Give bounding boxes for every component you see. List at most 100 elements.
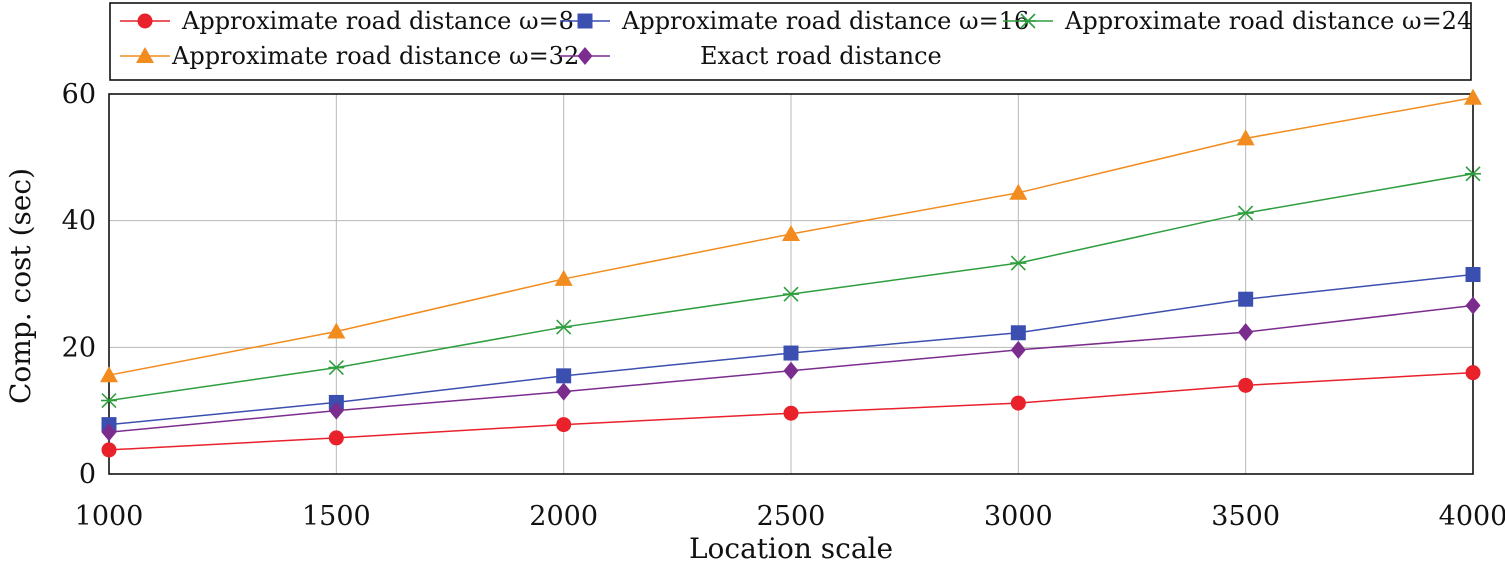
data-point-shape — [328, 430, 344, 446]
data-point-shape — [1238, 323, 1254, 342]
plot-area-frame — [108, 93, 1474, 475]
legend-entry: Exact road distance — [560, 42, 942, 70]
data-point-shape — [100, 366, 118, 383]
data-point-shape — [1238, 291, 1254, 307]
data-point — [328, 430, 344, 446]
data-point-stroke-d2 — [101, 392, 117, 409]
data-point — [1009, 183, 1028, 200]
y-tick-label: 40 — [62, 206, 96, 237]
legend-marker — [577, 47, 593, 65]
legend-marker — [1020, 13, 1036, 29]
data-point — [101, 392, 117, 409]
y-tick-label: 60 — [62, 79, 96, 110]
legend-label: Approximate road distance ω=32 — [171, 42, 579, 70]
data-point — [101, 442, 117, 458]
data-point-stroke-d2 — [328, 360, 344, 376]
legend-label: Approximate road distance ω=8 — [181, 7, 574, 35]
data-point — [1010, 395, 1026, 411]
data-point-shape — [556, 368, 572, 384]
legend-marker — [137, 13, 153, 29]
data-point-shape — [556, 382, 572, 401]
data-point-stroke-d2 — [783, 286, 799, 302]
data-point — [100, 366, 118, 383]
data-point-shape — [1238, 377, 1254, 393]
legend-marker — [136, 47, 154, 63]
data-point — [555, 319, 572, 335]
data-point — [101, 423, 117, 442]
data-point-stroke-d2 — [556, 319, 572, 335]
data-point — [328, 401, 344, 420]
data-point-shape — [1465, 365, 1481, 381]
data-point-shape — [1465, 267, 1481, 282]
data-point — [783, 405, 799, 421]
data-point-stroke-d2 — [1238, 205, 1254, 221]
legend-marker-shape — [577, 13, 593, 29]
data-point — [1238, 291, 1254, 307]
legend-entries: Approximate road distance ω=8 Approximate… — [120, 7, 1472, 70]
x-axis-label: Location scale — [689, 532, 893, 564]
data-point — [1236, 129, 1255, 146]
data-point-stroke-d2 — [1465, 166, 1481, 182]
legend-marker-shape — [136, 47, 154, 63]
legend-marker-shape — [137, 13, 153, 29]
legend-marker — [577, 13, 593, 29]
data-point-shape — [1010, 340, 1026, 359]
data-point — [1464, 88, 1482, 105]
data-point-shape — [556, 417, 572, 433]
data-point-shape — [101, 423, 117, 442]
data-point — [1238, 323, 1254, 342]
data-point-stroke-d2 — [1010, 255, 1026, 271]
data-point-shape — [328, 401, 344, 420]
series-5 — [101, 296, 1481, 442]
legend-label: Approximate road distance ω=24 — [1064, 7, 1472, 35]
data-point — [783, 286, 799, 302]
data-point-shape — [1010, 325, 1026, 341]
data-point — [782, 224, 800, 241]
legend: Approximate road distance ω=8 Approximate… — [109, 2, 1472, 81]
data-point — [328, 360, 345, 376]
data-point-shape — [1464, 88, 1482, 105]
x-tick-label: 3500 — [1211, 501, 1280, 532]
legend-marker-shape — [577, 47, 593, 65]
data-point — [1010, 325, 1026, 341]
data-point-shape — [1465, 296, 1481, 315]
data-point-shape — [782, 224, 800, 241]
legend-label: Approximate road distance ω=16 — [621, 7, 1029, 35]
x-tick-label: 2000 — [529, 501, 598, 532]
data-point — [556, 417, 572, 433]
tick-labels: 1000 1500 2000 2500 3000 3500 4000 0 20 40 60 — [62, 79, 1505, 532]
data-point — [556, 368, 572, 384]
data-point — [1465, 296, 1481, 315]
y-axis-label: Comp. cost (sec) — [4, 168, 37, 404]
data-point-shape — [783, 345, 799, 361]
legend-box — [109, 2, 1472, 81]
data-point — [327, 322, 346, 339]
data-point-shape — [783, 405, 799, 421]
data-point — [1238, 377, 1254, 393]
legend-entry: Approximate road distance ω=16 — [560, 7, 1029, 35]
y-tick-label: 0 — [79, 459, 96, 490]
data-point — [783, 361, 799, 380]
data-point — [1465, 365, 1481, 381]
x-tick-label: 1000 — [75, 501, 144, 532]
legend-entry: Approximate road distance ω=32 — [120, 42, 579, 70]
series-3 — [101, 166, 1481, 409]
data-point — [1010, 255, 1027, 271]
x-tick-label: 1500 — [302, 501, 371, 532]
data-point-shape — [1009, 183, 1028, 200]
series-layer — [100, 88, 1482, 458]
data-point-shape — [1010, 395, 1026, 411]
data-point — [1465, 267, 1481, 282]
x-tick-label: 4000 — [1439, 501, 1505, 532]
data-point-shape — [554, 269, 573, 286]
y-tick-label: 20 — [62, 332, 96, 363]
legend-label: Exact road distance — [700, 42, 942, 70]
data-point — [554, 269, 573, 286]
series-4 — [100, 88, 1482, 383]
data-point — [1237, 205, 1254, 221]
data-point — [1465, 166, 1481, 182]
data-point — [1010, 340, 1026, 359]
legend-entry: Approximate road distance ω=8 — [120, 7, 574, 35]
data-point-shape — [101, 442, 117, 458]
